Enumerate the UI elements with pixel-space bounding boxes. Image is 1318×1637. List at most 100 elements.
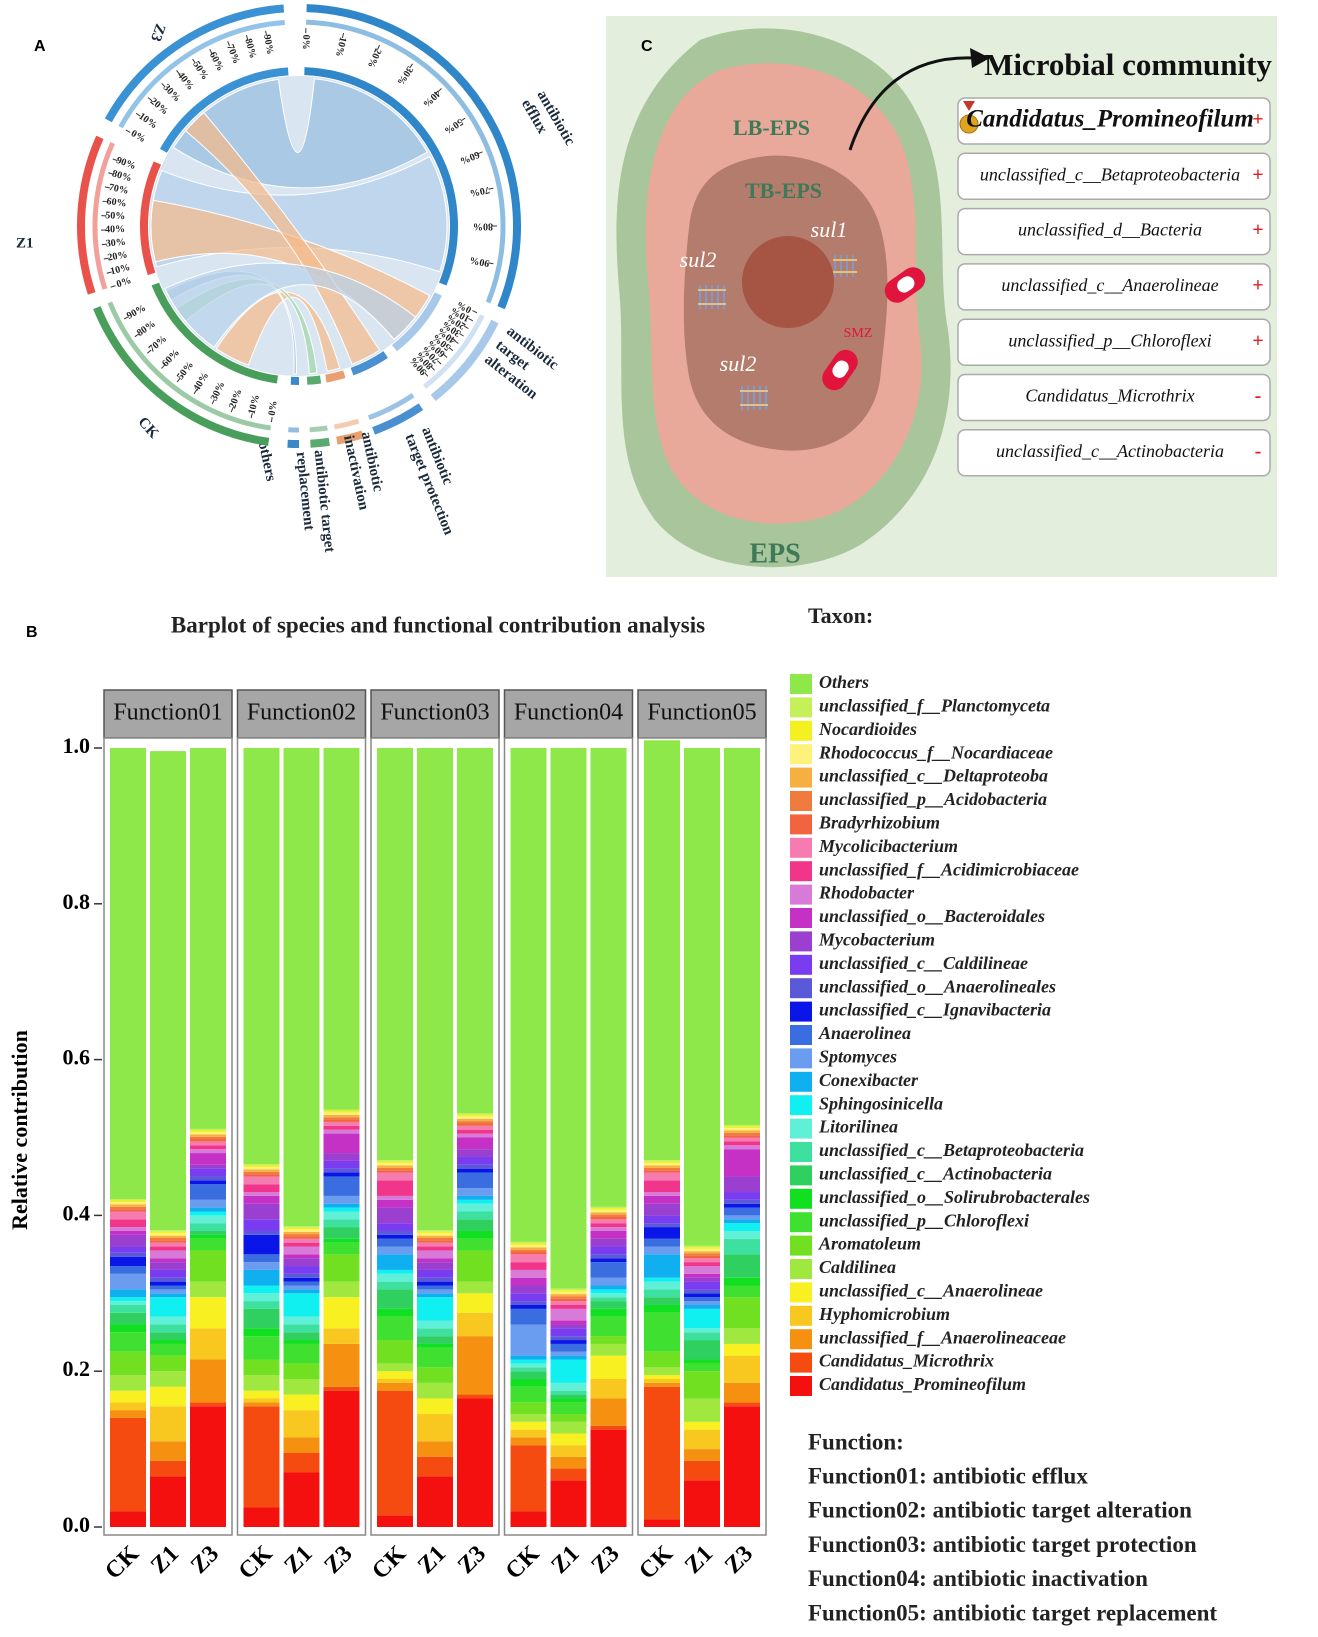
bar-segment	[684, 1297, 720, 1302]
bar-segment	[724, 1192, 760, 1200]
bar-segment	[457, 1211, 493, 1220]
legend-label: Mycolicibacterium	[818, 836, 958, 856]
bar-segment	[190, 1180, 226, 1185]
bar-segment	[283, 1246, 320, 1255]
bar-segment	[283, 1226, 320, 1228]
bar-segment	[510, 1402, 547, 1415]
y-tick-label: 1.0	[63, 733, 91, 758]
bar-segment	[377, 1160, 413, 1162]
bar-segment	[684, 1251, 720, 1254]
scale-tick	[454, 340, 459, 344]
bar-segment	[550, 1359, 587, 1383]
bar-segment	[110, 1304, 146, 1313]
bar-segment	[590, 1277, 627, 1286]
bar-segment	[724, 1215, 760, 1220]
bar-segment	[550, 1382, 587, 1391]
layer-label: EPS	[749, 538, 800, 569]
bar-segment	[510, 1371, 547, 1379]
bar-segment	[190, 748, 226, 1129]
bar-segment	[417, 1246, 453, 1251]
legend-label: unclassified_c__Ignavibacteria	[819, 1000, 1051, 1020]
bar-segment	[283, 1343, 320, 1364]
bar-segment	[550, 1398, 587, 1403]
bar-segment	[550, 1328, 587, 1337]
legend-swatch	[790, 720, 812, 741]
bar-segment	[150, 1289, 186, 1294]
bar-segment	[243, 1174, 280, 1177]
bar-segment	[724, 1199, 760, 1204]
legend-label: Rhodococcus_f__Nocardiaceae	[818, 742, 1053, 762]
chord-outer-arc	[310, 437, 330, 448]
bar-segment	[684, 1398, 720, 1422]
bar-segment	[150, 1460, 186, 1477]
scale-tick	[459, 332, 464, 337]
bar-segment	[644, 1281, 680, 1290]
scale-tick	[161, 82, 166, 88]
bar-segment	[110, 1246, 146, 1253]
bar-segment	[510, 1511, 547, 1527]
bar-segment	[550, 1394, 587, 1399]
bar-segment	[417, 1367, 453, 1383]
bar-segment	[110, 1297, 146, 1302]
bar-segment	[457, 748, 493, 1114]
bar-segment	[323, 1112, 360, 1115]
bar-segment	[323, 1328, 360, 1344]
scale-tick	[468, 317, 474, 322]
bar-segment	[684, 1421, 720, 1430]
chord-mid-arc	[306, 19, 506, 304]
bar-segment	[243, 1375, 280, 1391]
bar-segment	[510, 1301, 547, 1305]
bar-segment	[684, 1277, 720, 1282]
scale-tick	[193, 389, 198, 395]
bar-segment	[190, 1176, 226, 1181]
bar-segment	[590, 1206, 627, 1209]
legend-swatch	[790, 1118, 812, 1139]
bar-segment	[684, 1449, 720, 1461]
chart-title: Barplot of species and functional contri…	[171, 612, 705, 637]
bar-segment	[590, 1254, 627, 1259]
bar-segment	[590, 1212, 627, 1215]
bar-segment	[684, 1255, 720, 1259]
dna-icon	[698, 285, 726, 309]
bar-segment	[150, 1316, 186, 1325]
bar-segment	[110, 1230, 146, 1235]
legend-label: Candidatus_Promineofilum	[819, 1374, 1026, 1394]
bar-segment	[417, 1277, 453, 1282]
bar-segment	[724, 1125, 760, 1127]
scale-label: 0%	[115, 275, 133, 290]
bar-segment	[377, 1234, 413, 1239]
scale-tick	[106, 271, 112, 274]
bar-segment	[377, 1167, 413, 1171]
bar-segment	[283, 1410, 320, 1438]
bar-segment	[323, 1195, 360, 1204]
bar-segment	[644, 1160, 680, 1162]
bar-segment	[684, 1248, 720, 1252]
bar-segment	[457, 1129, 493, 1134]
bar-segment	[684, 1273, 720, 1278]
legend-swatch	[790, 884, 812, 905]
bar-segment	[283, 1332, 320, 1341]
legend-label: unclassified_f__Planctomyceta	[819, 696, 1050, 716]
bar-segment	[323, 1390, 360, 1527]
bar-segment	[510, 1241, 547, 1244]
chord-ribbon	[215, 291, 341, 372]
bar-segment	[724, 1149, 760, 1177]
y-tick-label: 0.8	[63, 889, 91, 914]
bar-segment	[243, 1293, 280, 1302]
bar-segment	[417, 1242, 453, 1247]
scale-label: 90%	[469, 254, 491, 269]
bar-segment	[377, 1172, 413, 1181]
taxon-box	[957, 318, 1271, 366]
legend-swatch	[790, 1165, 812, 1186]
group-label: Z3	[147, 21, 168, 43]
bar-segment	[323, 1160, 360, 1169]
bar-segment	[150, 1246, 186, 1251]
bar-segment	[110, 1252, 146, 1257]
scale-tick	[230, 407, 234, 413]
bar-segment	[110, 1204, 146, 1207]
bar-segment	[283, 1281, 320, 1286]
bar-segment	[684, 1247, 720, 1249]
bar-segment	[283, 1363, 320, 1379]
bar-segment	[323, 1386, 360, 1391]
bar-segment	[644, 1277, 680, 1282]
